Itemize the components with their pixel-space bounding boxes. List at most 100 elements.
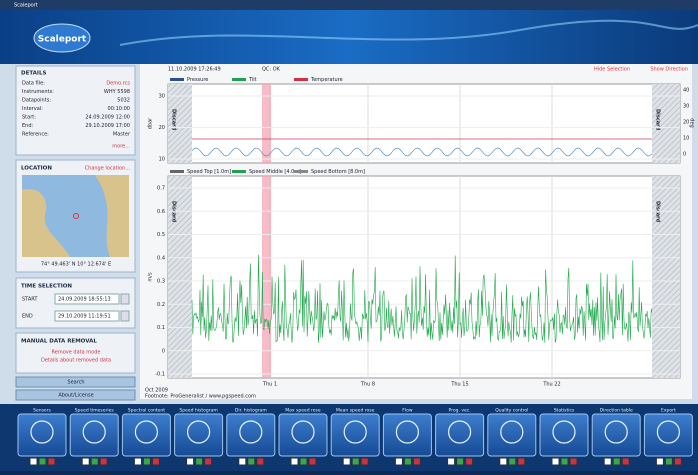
tool-icon xyxy=(656,420,681,444)
button[interactable] xyxy=(15,376,136,388)
tool-button[interactable] xyxy=(278,413,328,457)
tool-icon xyxy=(187,420,211,444)
discard-label: Discard xyxy=(655,201,661,223)
y-tick-label: 10 xyxy=(159,157,165,163)
time-input[interactable] xyxy=(54,293,120,305)
plot-area xyxy=(167,175,681,379)
footnote: Footnote: ProGeneralist / www.pgspeed.co… xyxy=(145,394,256,400)
qc-status: QC: OK xyxy=(262,67,281,73)
button-label[interactable]: Search xyxy=(67,380,84,386)
tool-indicator xyxy=(360,457,369,466)
tool-button[interactable] xyxy=(330,413,380,457)
discard-zone xyxy=(652,84,680,163)
y-tick-label: 0.1 xyxy=(157,325,165,331)
tool-button[interactable] xyxy=(643,413,693,457)
legend-swatch xyxy=(232,170,246,173)
time-dropdown[interactable] xyxy=(120,310,130,322)
discard-zone xyxy=(168,84,192,163)
tool-label[interactable]: Sensors xyxy=(33,408,51,414)
tool-icon xyxy=(343,420,367,444)
tool-button[interactable] xyxy=(591,413,641,457)
tool-indicator xyxy=(290,457,299,466)
tool-label[interactable]: Mean speed rose xyxy=(336,408,375,414)
detail-value: 5032 xyxy=(117,98,130,104)
tool-label[interactable]: Prog. vec. xyxy=(448,408,470,414)
tool-label[interactable]: Speed timeseries xyxy=(75,408,115,414)
tool-button[interactable] xyxy=(539,413,589,457)
tool-button[interactable] xyxy=(17,413,67,457)
detail-label: End: xyxy=(22,123,34,129)
detail-label: Start: xyxy=(22,115,36,121)
button-label[interactable]: About/License xyxy=(58,393,93,399)
x-tick-label: Thu 15 xyxy=(450,382,468,388)
tool-icon xyxy=(291,420,315,444)
tool-button[interactable] xyxy=(226,413,276,457)
panel-box xyxy=(15,332,136,374)
tool-label[interactable]: Flow xyxy=(402,408,413,414)
tool-indicator xyxy=(673,457,682,466)
tool-indicator xyxy=(569,457,578,466)
title-bar xyxy=(0,0,698,10)
header-link[interactable]: Show Direction xyxy=(650,67,688,73)
header-banner xyxy=(0,10,698,64)
tool-label[interactable]: Quality control xyxy=(495,408,528,414)
y-tick-label: 0.3 xyxy=(157,279,165,285)
time-label: END xyxy=(22,314,33,320)
y2-tick-label: 20 xyxy=(683,120,689,126)
change-location-link[interactable]: Change location... xyxy=(85,166,131,172)
detail-label: Datapoints: xyxy=(22,98,51,104)
window-title: Scaleport xyxy=(14,3,38,9)
tool-button[interactable] xyxy=(487,413,537,457)
time-dropdown[interactable] xyxy=(120,293,130,305)
tool-indicator xyxy=(90,457,99,466)
detail-label: Reference: xyxy=(22,132,49,138)
tool-button[interactable] xyxy=(382,413,432,457)
tool-button[interactable] xyxy=(121,413,171,457)
discard-label: Discard xyxy=(655,109,661,131)
legend-label: Tilt xyxy=(248,77,257,83)
detail-label: Instruments: xyxy=(22,89,54,95)
tool-label[interactable]: Direction table xyxy=(600,408,633,414)
logo: Scaleport xyxy=(38,35,87,45)
tool-label[interactable]: Export xyxy=(661,408,676,414)
tool-indicator xyxy=(403,457,412,466)
button[interactable] xyxy=(15,389,136,401)
tool-indicator xyxy=(351,457,360,466)
time-label: START xyxy=(22,297,38,303)
legend-swatch xyxy=(294,170,308,173)
time-value: 29.10.2009 11:19:51 xyxy=(58,314,111,320)
time-input[interactable] xyxy=(54,310,120,322)
tool-indicator xyxy=(142,457,151,466)
tool-indicator xyxy=(99,457,108,466)
detail-label: Interval: xyxy=(22,106,43,112)
tool-label[interactable]: Dir. histogram xyxy=(235,408,267,414)
tool-indicator xyxy=(186,457,195,466)
tool-button[interactable] xyxy=(435,413,485,457)
y-tick-label: 0 xyxy=(162,348,165,354)
tool-indicator xyxy=(412,457,421,466)
tool-icon xyxy=(448,420,472,444)
tool-button[interactable] xyxy=(174,413,224,457)
tool-label[interactable]: Statistics xyxy=(554,408,575,414)
legend-label: Speed Bottom [8.0m] xyxy=(311,169,365,175)
tool-label[interactable]: Spectral content xyxy=(128,408,165,414)
detail-value: WHY 5598 xyxy=(104,89,130,95)
removal-link[interactable]: Remove data mode xyxy=(52,350,101,356)
tool-label[interactable]: Speed histogram xyxy=(179,408,217,414)
tool-label[interactable]: Max speed rose xyxy=(285,408,321,414)
tool-indicator xyxy=(508,457,517,466)
tool-indicator xyxy=(133,457,142,466)
header-link[interactable]: Hide Selection xyxy=(594,67,630,73)
y-tick-label: 0.2 xyxy=(157,302,165,308)
detail-value: 00:10:00 xyxy=(108,106,130,112)
tool-button[interactable] xyxy=(69,413,119,457)
tool-indicator xyxy=(560,457,569,466)
removal-link[interactable]: Details about removed data xyxy=(41,358,111,364)
detail-value: Demo.rcs xyxy=(106,81,130,87)
more-link[interactable]: more... xyxy=(112,144,130,150)
detail-label: Data file: xyxy=(22,81,45,87)
map-land xyxy=(22,175,129,257)
y-axis-label: dbar xyxy=(148,117,154,129)
y-axis-label: m/s xyxy=(148,272,154,282)
y2-axis-label: deg xyxy=(689,118,695,127)
